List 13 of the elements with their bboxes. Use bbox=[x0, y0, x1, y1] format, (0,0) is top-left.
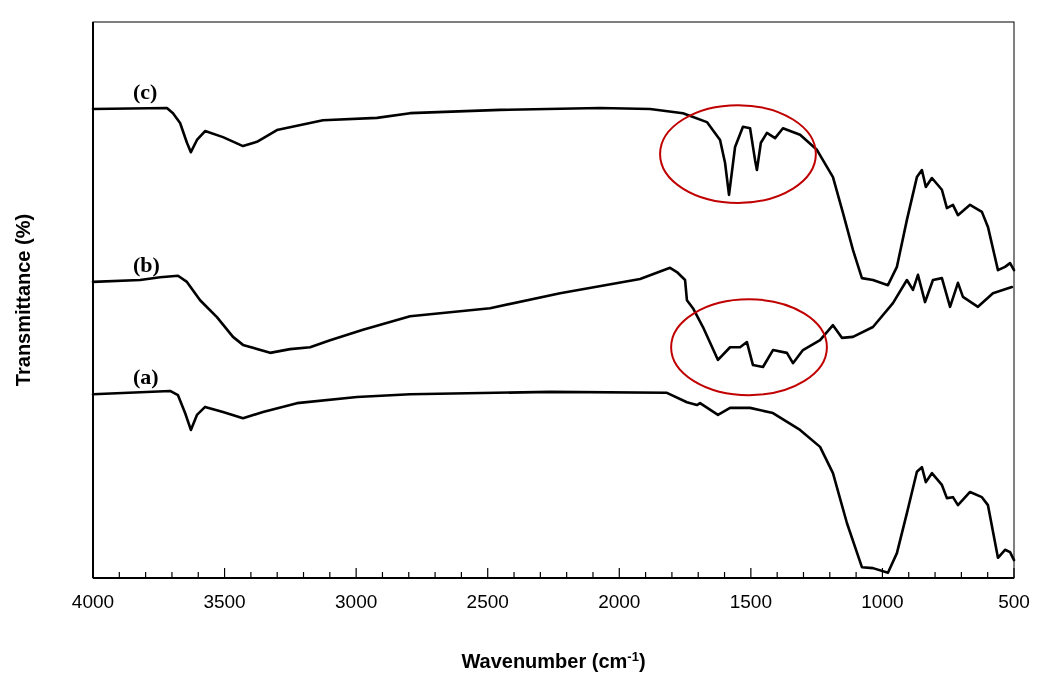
y-axis-title: Transmittance (%) bbox=[12, 213, 34, 387]
x-tick-label: 3000 bbox=[335, 591, 378, 612]
x-tick-label: 3500 bbox=[203, 591, 246, 612]
x-axis-title: Wavenumber (cm$^{-1}$) bbox=[461, 648, 646, 672]
series-label: (a) bbox=[133, 364, 159, 390]
series-label: (c) bbox=[133, 78, 158, 104]
x-tick-label: 2500 bbox=[466, 591, 509, 612]
x-tick-label: 1000 bbox=[861, 591, 904, 612]
x-tick-label: 1500 bbox=[729, 591, 772, 612]
series-label: (b) bbox=[133, 251, 160, 277]
x-tick-label: 4000 bbox=[71, 591, 115, 612]
x-tick-label: 2000 bbox=[598, 591, 641, 612]
x-tick-label: 500 bbox=[998, 591, 1030, 612]
